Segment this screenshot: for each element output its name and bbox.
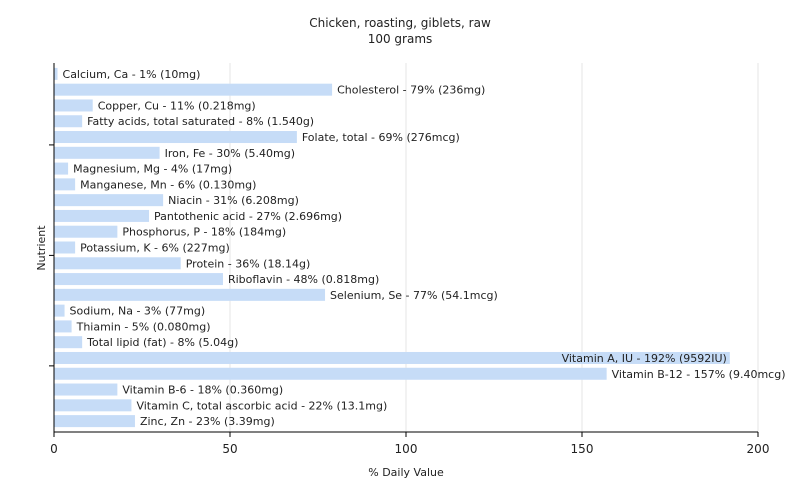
bar xyxy=(54,383,118,396)
bar xyxy=(54,225,118,238)
bar-label: Calcium, Ca - 1% (10mg) xyxy=(63,68,201,81)
x-tick-label: 0 xyxy=(50,442,58,456)
x-tick-label: 100 xyxy=(395,442,418,456)
bar-label: Protein - 36% (18.14g) xyxy=(186,257,311,270)
y-axis-title: Nutrient xyxy=(35,225,48,271)
bar xyxy=(54,399,132,412)
bar-label: Niacin - 31% (6.208mg) xyxy=(168,194,299,207)
bar xyxy=(54,257,181,270)
bar-label: Riboflavin - 48% (0.818mg) xyxy=(228,273,379,286)
bar-label: Pantothenic acid - 27% (2.696mg) xyxy=(154,210,342,223)
bar xyxy=(54,273,223,286)
bar-label: Thiamin - 5% (0.080mg) xyxy=(76,320,211,333)
bar xyxy=(54,146,160,159)
bar xyxy=(54,241,76,254)
x-tick-label: 50 xyxy=(222,442,237,456)
bar xyxy=(54,67,58,80)
bar xyxy=(54,178,76,191)
bar xyxy=(54,367,607,380)
bar-label: Phosphorus, P - 18% (184mg) xyxy=(122,226,286,239)
x-axis-title: % Daily Value xyxy=(368,466,444,479)
bar xyxy=(54,162,69,175)
bar-label: Potassium, K - 6% (227mg) xyxy=(80,242,230,255)
bar-label: Total lipid (fat) - 8% (5.04g) xyxy=(86,336,238,349)
bar xyxy=(54,83,333,96)
bar-label: Magnesium, Mg - 4% (17mg) xyxy=(73,163,232,176)
bar-label: Vitamin C, total ascorbic acid - 22% (13… xyxy=(136,399,387,412)
bar-label: Fatty acids, total saturated - 8% (1.540… xyxy=(87,115,314,128)
bar xyxy=(54,209,150,222)
bar xyxy=(54,288,326,301)
bar xyxy=(54,131,297,144)
chart-title: Chicken, roasting, giblets, raw xyxy=(309,16,491,30)
bar-label: Vitamin B-12 - 157% (9.40mcg) xyxy=(612,368,786,381)
chart-subtitle: 100 grams xyxy=(367,32,433,46)
bar-label: Folate, total - 69% (276mcg) xyxy=(302,131,460,144)
bar-label: Vitamin B-6 - 18% (0.360mg) xyxy=(122,384,283,397)
bar xyxy=(54,415,135,428)
x-tick-label: 150 xyxy=(571,442,594,456)
bar-label: Zinc, Zn - 23% (3.39mg) xyxy=(140,415,275,428)
bar xyxy=(54,304,65,317)
bar-label: Copper, Cu - 11% (0.218mg) xyxy=(98,99,256,112)
bar xyxy=(54,194,164,207)
bar-label: Iron, Fe - 30% (5.40mg) xyxy=(165,147,295,160)
bar xyxy=(54,320,72,333)
bar-label: Manganese, Mn - 6% (0.130mg) xyxy=(80,178,256,191)
x-tick-label: 200 xyxy=(747,442,770,456)
bar xyxy=(54,351,730,364)
bar xyxy=(54,336,83,349)
bar xyxy=(54,99,93,112)
bar-label: Sodium, Na - 3% (77mg) xyxy=(70,305,206,318)
bar-label: Vitamin A, IU - 192% (9592IU) xyxy=(562,352,727,365)
bar-label: Selenium, Se - 77% (54.1mcg) xyxy=(330,289,498,302)
bar-label: Cholesterol - 79% (236mg) xyxy=(337,84,485,97)
bar xyxy=(54,115,83,128)
